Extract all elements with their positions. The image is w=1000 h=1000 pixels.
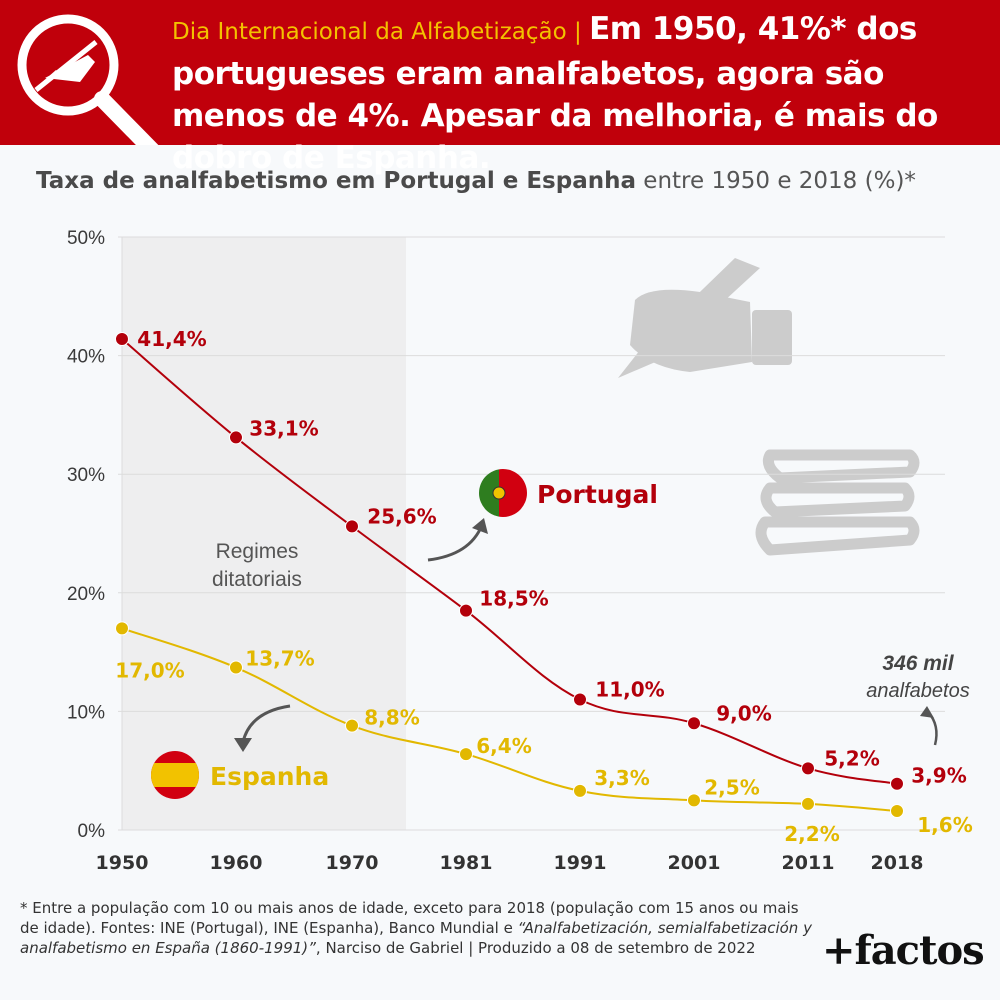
x-tick-label: 1991 (554, 852, 607, 874)
data-point-espanha (573, 783, 587, 798)
data-label-portugal: 18,5% (479, 587, 548, 611)
data-point-espanha (890, 804, 904, 819)
portugal-flag-icon (479, 469, 527, 517)
y-tick-label: 30% (67, 465, 105, 486)
header-headline: Dia Internacional da Alfabetização | Em … (172, 8, 987, 179)
count-arrowhead-icon (920, 706, 934, 718)
series-points (115, 331, 904, 819)
x-tick-label: 2011 (782, 852, 835, 874)
x-tick-label: 1981 (440, 852, 493, 874)
y-tick-label: 0% (78, 821, 106, 842)
grid-lines (118, 236, 945, 831)
data-point-portugal (687, 716, 701, 731)
footnote: * Entre a população com 10 ou mais anos … (20, 898, 820, 958)
subtitle-rest: entre 1950 e 2018 (%)* (636, 168, 916, 194)
data-point-portugal (573, 692, 587, 707)
spain-arrow-icon (241, 704, 291, 743)
data-point-espanha (801, 796, 815, 811)
series-line-espanha (121, 627, 898, 813)
data-label-portugal: 25,6% (367, 504, 436, 528)
spain-legend: Espanha (210, 762, 329, 791)
data-label-espanha: 3,3% (594, 766, 649, 790)
data-point-portugal (459, 603, 473, 618)
dictatorship-period-shade (122, 237, 406, 830)
regime-label-line2: ditatoriais (212, 568, 302, 591)
data-label-portugal: 33,1% (249, 416, 318, 440)
shade-rect (122, 237, 406, 830)
data-label-espanha: 6,4% (476, 734, 531, 758)
data-point-portugal (229, 430, 243, 445)
data-point-portugal (115, 331, 129, 346)
data-label-espanha: 8,8% (364, 706, 419, 730)
data-label-portugal: 5,2% (824, 746, 879, 770)
y-tick-label: 50% (67, 228, 105, 249)
data-label-espanha: 2,2% (784, 822, 839, 846)
footnote-text2: , Narciso de Gabriel | Produzido a 08 de… (315, 939, 756, 957)
data-label-espanha: 1,6% (917, 813, 972, 837)
data-label-portugal: 41,4% (137, 327, 206, 351)
data-point-espanha (459, 747, 473, 762)
data-label-portugal: 9,0% (716, 701, 771, 725)
data-labels: 41,4% 33,1% 25,6% 18,5% 11,0% 9,0% 5,2% 3,9% 17,… (115, 327, 972, 846)
brand-logo: +factos (822, 927, 985, 974)
header-separator: | (566, 19, 590, 45)
data-point-espanha (345, 718, 359, 733)
data-point-portugal (345, 519, 359, 534)
x-axis: 1950 1960 1970 1981 1991 2001 2011 2018 (96, 852, 924, 874)
x-tick-label: 2001 (668, 852, 721, 874)
hand-writing-icon (618, 258, 792, 378)
headline-text: Em 1950, 41%* dos portugueses eram analf… (172, 11, 938, 176)
y-tick-label: 10% (67, 702, 105, 723)
portugal-arrowhead-icon (472, 518, 488, 534)
subtitle-bold: Taxa de analfabetismo em Portugal e Espa… (36, 168, 636, 194)
x-tick-label: 2018 (871, 852, 924, 874)
magnifier-writing-icon (17, 14, 159, 145)
spain-flag-icon (151, 751, 199, 799)
books-icon (755, 449, 920, 556)
data-label-espanha: 2,5% (704, 775, 759, 799)
illiterate-count-value: 346 mil (882, 652, 954, 675)
y-tick-label: 20% (67, 584, 105, 605)
regime-label-line1: Regimes (216, 540, 299, 563)
illiterate-count-unit: analfabetos (866, 680, 969, 702)
chart-subtitle: Taxa de analfabetismo em Portugal e Espa… (36, 168, 916, 194)
data-point-portugal (801, 761, 815, 776)
data-point-espanha (687, 793, 701, 808)
data-point-espanha (115, 621, 129, 636)
data-label-portugal: 11,0% (595, 678, 664, 702)
x-tick-label: 1960 (210, 852, 263, 874)
footnote-italic: “Analfabetización, semialfabetización y … (20, 919, 812, 957)
data-label-espanha: 13,7% (245, 647, 314, 671)
header-tag: Dia Internacional da Alfabetização (172, 19, 567, 45)
x-tick-label: 1970 (326, 852, 379, 874)
header-banner: Dia Internacional da Alfabetização | Em … (0, 0, 1000, 176)
footnote-text1: * Entre a população com 10 ou mais anos … (20, 899, 799, 937)
data-label-espanha: 17,0% (115, 658, 184, 682)
data-point-portugal (890, 776, 904, 791)
data-label-portugal: 3,9% (911, 764, 966, 788)
data-point-espanha (229, 660, 243, 675)
y-tick-label: 40% (67, 347, 105, 368)
y-axis: 0% 10% 20% 30% 40% 50% (67, 228, 123, 842)
spain-arrowhead-icon (234, 738, 252, 752)
x-tick-label: 1950 (96, 852, 149, 874)
portugal-arrow-icon (427, 524, 484, 562)
portugal-legend: Portugal (537, 480, 658, 509)
